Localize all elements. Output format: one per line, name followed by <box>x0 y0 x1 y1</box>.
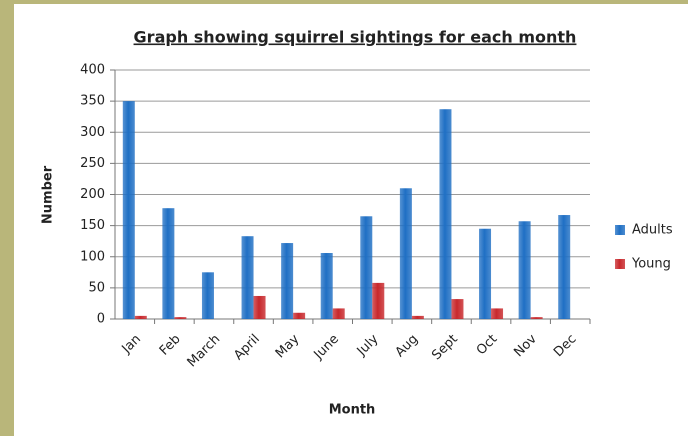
bar <box>174 317 186 319</box>
bar <box>281 243 293 319</box>
y-tick-label: 100 <box>80 249 105 264</box>
y-tick-label: 250 <box>80 156 105 171</box>
bar <box>135 316 147 319</box>
bar <box>439 109 451 319</box>
bar <box>479 229 491 319</box>
bar <box>491 308 503 319</box>
bar <box>123 101 135 319</box>
y-tick-label: 400 <box>80 63 105 78</box>
legend-label: Adults <box>632 223 673 238</box>
bar <box>321 253 333 319</box>
bar <box>372 283 384 319</box>
legend-label: Young <box>631 257 671 272</box>
legend-swatch <box>615 225 625 235</box>
bar <box>451 299 463 319</box>
y-tick-label: 350 <box>80 94 105 109</box>
bar <box>162 208 174 319</box>
y-tick-label: 0 <box>97 312 105 327</box>
bar <box>242 236 254 319</box>
x-axis-title: Month <box>329 403 376 418</box>
bar <box>412 316 424 319</box>
y-tick-label: 300 <box>80 125 105 140</box>
bar <box>558 215 570 319</box>
y-tick-label: 200 <box>80 187 105 202</box>
bar <box>333 308 345 319</box>
y-axis-title: Number <box>41 165 56 224</box>
y-tick-label: 50 <box>88 280 105 295</box>
bar <box>360 216 372 319</box>
bar <box>202 272 214 319</box>
y-tick-label: 150 <box>80 218 105 233</box>
bar <box>254 296 266 319</box>
legend-swatch <box>615 259 625 269</box>
chart: Graph showing squirrel sightings for eac… <box>0 0 688 436</box>
chart-title: Graph showing squirrel sightings for eac… <box>134 28 577 47</box>
bar <box>293 313 305 319</box>
bar <box>531 317 543 319</box>
bar <box>519 221 531 319</box>
bar <box>400 188 412 319</box>
